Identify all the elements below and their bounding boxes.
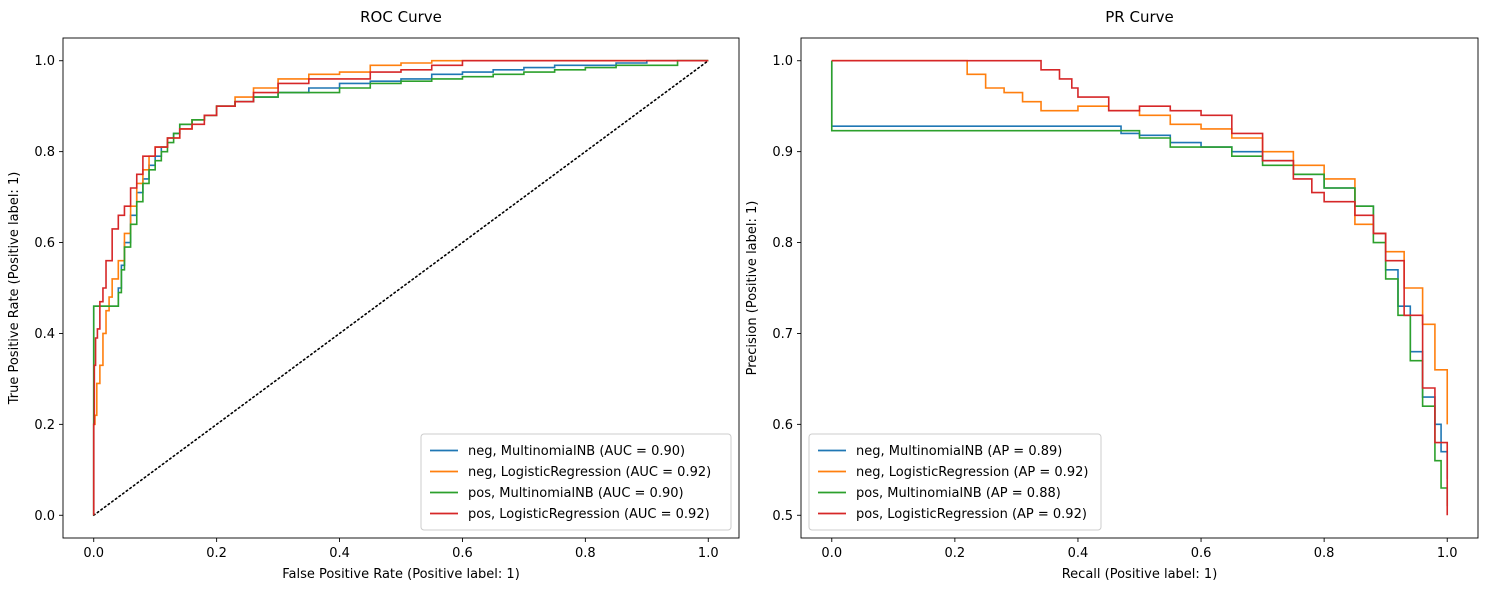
roc-x-tick-label: 0.8	[575, 546, 596, 561]
pr-x-axis-label: Recall (Positive label: 1)	[1062, 567, 1218, 582]
pr-legend: neg, MultinomialNB (AP = 0.89) neg, Logis…	[808, 433, 1102, 531]
roc-legend-label: neg, LogisticRegression (AUC = 0.92)	[468, 465, 711, 480]
pr-series-line-3	[831, 59, 1449, 516]
pr-legend-label: pos, MultinomialNB (AP = 0.88)	[856, 486, 1061, 501]
pr-x-tick-label: 0.6	[1191, 546, 1212, 561]
roc-x-tick-label: 0.6	[452, 546, 473, 561]
pr-curve-panel: 0.0 0.2 0.4 0.6 0.8 1.0 0.5 0.6 0.7 0.8 0.9 1.0 PR C…	[745, 8, 1479, 582]
roc-chart-title: ROC Curve	[360, 8, 442, 26]
roc-legend-label: neg, MultinomialNB (AUC = 0.90)	[468, 444, 685, 459]
pr-chart-title: PR Curve	[1105, 8, 1174, 26]
roc-series-line-3	[92, 59, 709, 516]
pr-y-tick-label: 0.9	[772, 145, 793, 160]
pr-legend-label: neg, MultinomialNB (AP = 0.89)	[856, 444, 1062, 459]
pr-axes-frame	[800, 37, 1479, 539]
pr-y-axis-label: Precision (Positive label: 1)	[745, 201, 760, 376]
roc-y-axis-label: True Positive Rate (Positive label: 1)	[7, 172, 22, 406]
pr-y-tick-label: 0.5	[772, 509, 793, 524]
pr-y-tick-label: 0.7	[772, 327, 793, 342]
pr-legend-label: neg, LogisticRegression (AP = 0.92)	[856, 465, 1088, 480]
roc-x-tick-label: 1.0	[698, 546, 719, 561]
roc-legend-label: pos, LogisticRegression (AUC = 0.92)	[468, 507, 710, 522]
roc-legend-label: pos, MultinomialNB (AUC = 0.90)	[468, 486, 684, 501]
pr-legend-label: pos, LogisticRegression (AP = 0.92)	[856, 507, 1087, 522]
pr-series-line-2	[830, 60, 1449, 507]
pr-x-tick-label: 0.0	[821, 546, 842, 561]
roc-legend: neg, MultinomialNB (AUC = 0.90) neg, Logi…	[420, 433, 732, 531]
pr-x-tick-label: 0.2	[945, 546, 966, 561]
pr-x-tick-label: 1.0	[1437, 546, 1458, 561]
pr-y-tick-label: 0.6	[772, 418, 793, 433]
roc-legend-box	[420, 433, 732, 531]
roc-y-tick-label: 0.8	[34, 145, 55, 160]
roc-y-tick-label: 0.2	[34, 418, 55, 433]
roc-y-tick-label: 0.4	[34, 327, 55, 342]
roc-x-tick-label: 0.2	[206, 546, 227, 561]
pr-series-line-1	[831, 59, 1449, 425]
roc-x-tick-label: 0.4	[329, 546, 350, 561]
pr-y-tick-label: 0.8	[772, 236, 793, 251]
roc-curve-panel: 0.0 0.2 0.4 0.6 0.8 1.0 0.0 0.2 0.4 0.6 0.8 1.0 ROC …	[7, 8, 740, 582]
pr-y-tick-label: 1.0	[772, 54, 793, 69]
roc-y-tick-label: 0.0	[34, 509, 55, 524]
roc-chance-line	[92, 59, 710, 517]
pr-legend-box	[808, 433, 1102, 531]
pr-x-tick-label: 0.8	[1314, 546, 1335, 561]
roc-x-axis-label: False Positive Rate (Positive label: 1)	[282, 567, 520, 582]
roc-x-tick-label: 0.0	[83, 546, 104, 561]
roc-y-tick-label: 1.0	[34, 54, 55, 69]
roc-axes-frame	[62, 37, 740, 539]
pr-x-tick-label: 0.4	[1068, 546, 1089, 561]
roc-y-tick-label: 0.6	[34, 236, 55, 251]
